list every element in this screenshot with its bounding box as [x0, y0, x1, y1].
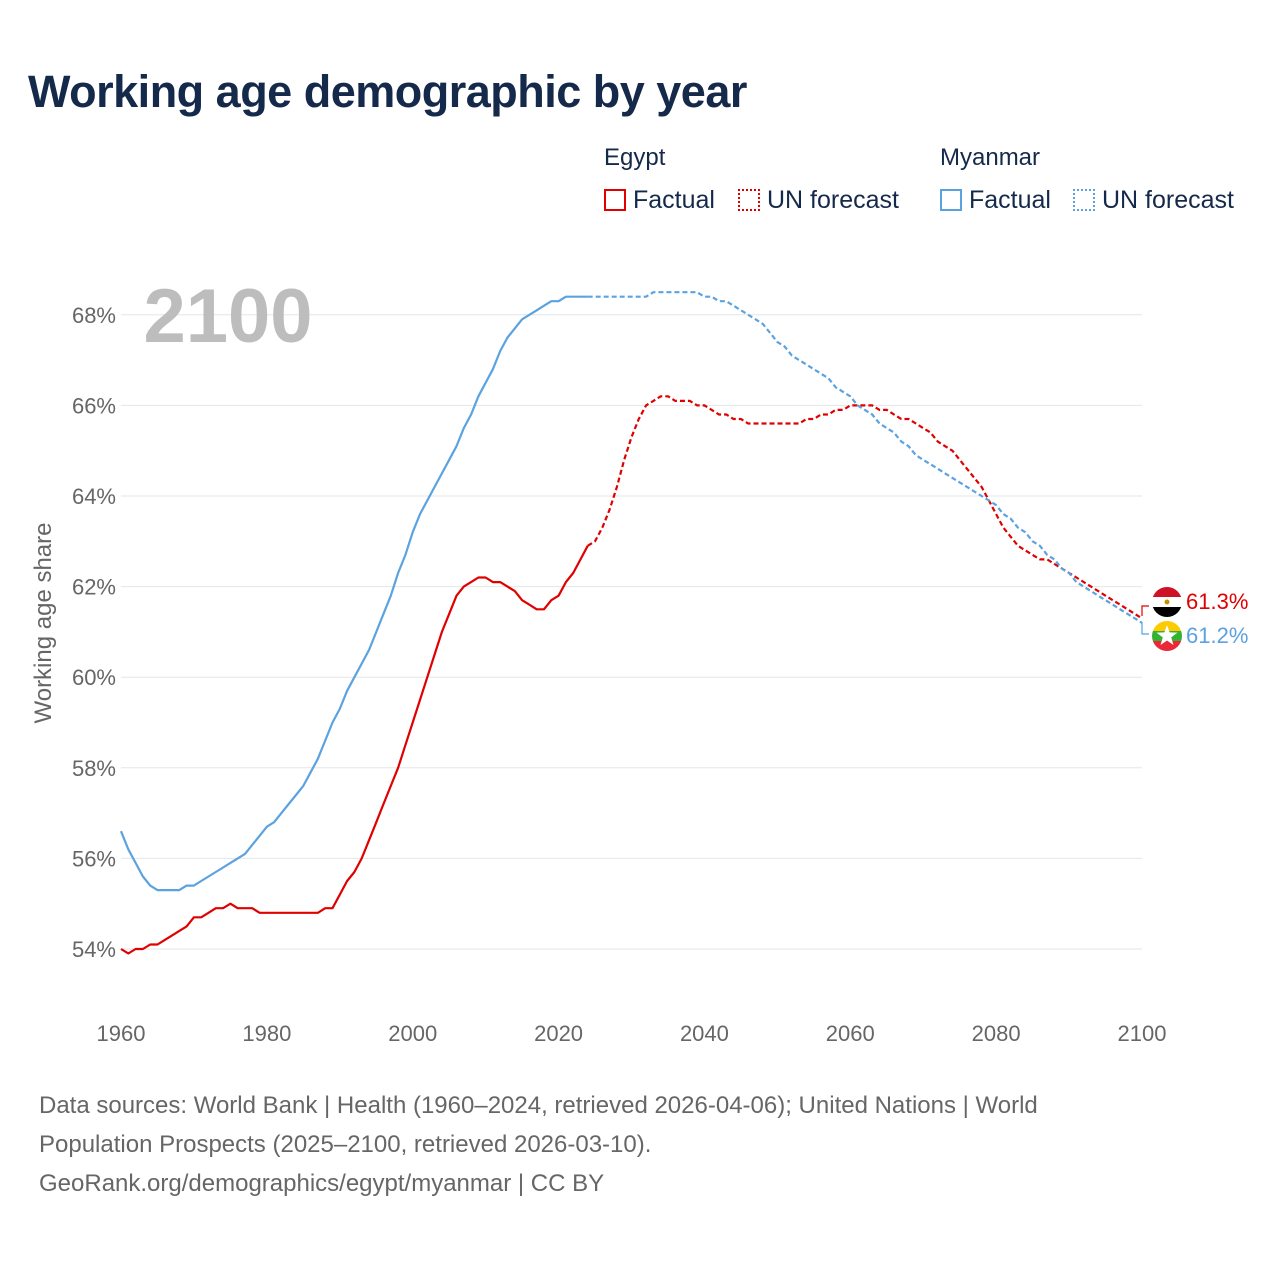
x-tick-label: 2060 — [826, 1021, 875, 1046]
legend-swatch-egypt-forecast — [738, 189, 760, 211]
year-watermark: 2100 — [143, 274, 312, 359]
egypt-factual-line — [120, 545, 589, 955]
x-tick-label: 2020 — [534, 1021, 583, 1046]
series-lines — [119, 291, 1143, 955]
legend-label-myanmar-forecast: UN forecast — [1102, 185, 1234, 214]
x-tick-label: 2000 — [388, 1021, 437, 1046]
x-tick-label: 2100 — [1118, 1021, 1167, 1046]
x-axis-ticks: 1960 1980 2000 2020 2040 2060 2080 2100 — [97, 1021, 1167, 1046]
legend-group-myanmar: Myanmar — [940, 144, 1041, 171]
footer-line-3[interactable]: GeoRank.org/demographics/egypt/myanmar |… — [39, 1170, 605, 1197]
footer-line-1: Data sources: World Bank | Health (1960–… — [39, 1092, 1038, 1119]
y-tick-label: 58% — [72, 756, 116, 781]
y-axis-label: Working age share — [30, 523, 57, 724]
myanmar-factual-line — [119, 295, 588, 892]
legend-label-egypt-forecast: UN forecast — [767, 185, 899, 214]
chart-area: 2100 54% 56% 58% 60% 62% 64% 66% 68% 1960 1980 20… — [30, 274, 1248, 1046]
egypt-flag-icon — [1152, 587, 1182, 617]
legend-swatch-myanmar-factual — [940, 189, 962, 211]
legend-egypt-factual[interactable]: Factual — [604, 186, 715, 214]
y-tick-label: 68% — [72, 303, 116, 328]
x-tick-label: 1960 — [97, 1021, 146, 1046]
egypt-end-label: 61.3% — [1186, 589, 1248, 614]
myanmar-connector — [1141, 622, 1149, 635]
legend-group-egypt: Egypt — [604, 144, 666, 171]
legend-myanmar-factual[interactable]: Factual — [940, 186, 1051, 214]
legend-label-myanmar-factual: Factual — [969, 185, 1051, 214]
y-tick-label: 60% — [72, 665, 116, 690]
egypt-connector — [1141, 605, 1149, 616]
y-tick-label: 62% — [72, 575, 116, 600]
footer-line-2: Population Prospects (2025–2100, retriev… — [39, 1131, 652, 1158]
x-tick-label: 2040 — [680, 1021, 729, 1046]
y-tick-label: 66% — [72, 393, 116, 418]
footer-sources: Data sources: World Bank | Health (1960–… — [39, 1086, 1239, 1203]
y-tick-label: 64% — [72, 484, 116, 509]
myanmar-flag-icon — [1152, 621, 1182, 651]
legend-myanmar-forecast[interactable]: UN forecast — [1073, 186, 1234, 214]
legend-swatch-egypt-factual — [604, 189, 626, 211]
x-tick-label: 2080 — [972, 1021, 1021, 1046]
y-tick-label: 54% — [72, 937, 116, 962]
myanmar-forecast-line — [587, 291, 1143, 624]
legend-egypt-forecast[interactable]: UN forecast — [738, 186, 899, 214]
x-tick-label: 1980 — [242, 1021, 291, 1046]
chart-title: Working age demographic by year — [28, 66, 747, 117]
grid-lines — [121, 314, 1142, 950]
legend-label-egypt-factual: Factual — [633, 185, 715, 214]
y-tick-label: 56% — [72, 846, 116, 871]
egypt-forecast-line — [587, 395, 1143, 620]
end-markers: 61.3% 61.2% — [1141, 587, 1248, 651]
myanmar-end-label: 61.2% — [1186, 623, 1248, 648]
legend-swatch-myanmar-forecast — [1073, 189, 1095, 211]
y-axis-ticks: 54% 56% 58% 60% 62% 64% 66% 68% — [72, 303, 116, 962]
